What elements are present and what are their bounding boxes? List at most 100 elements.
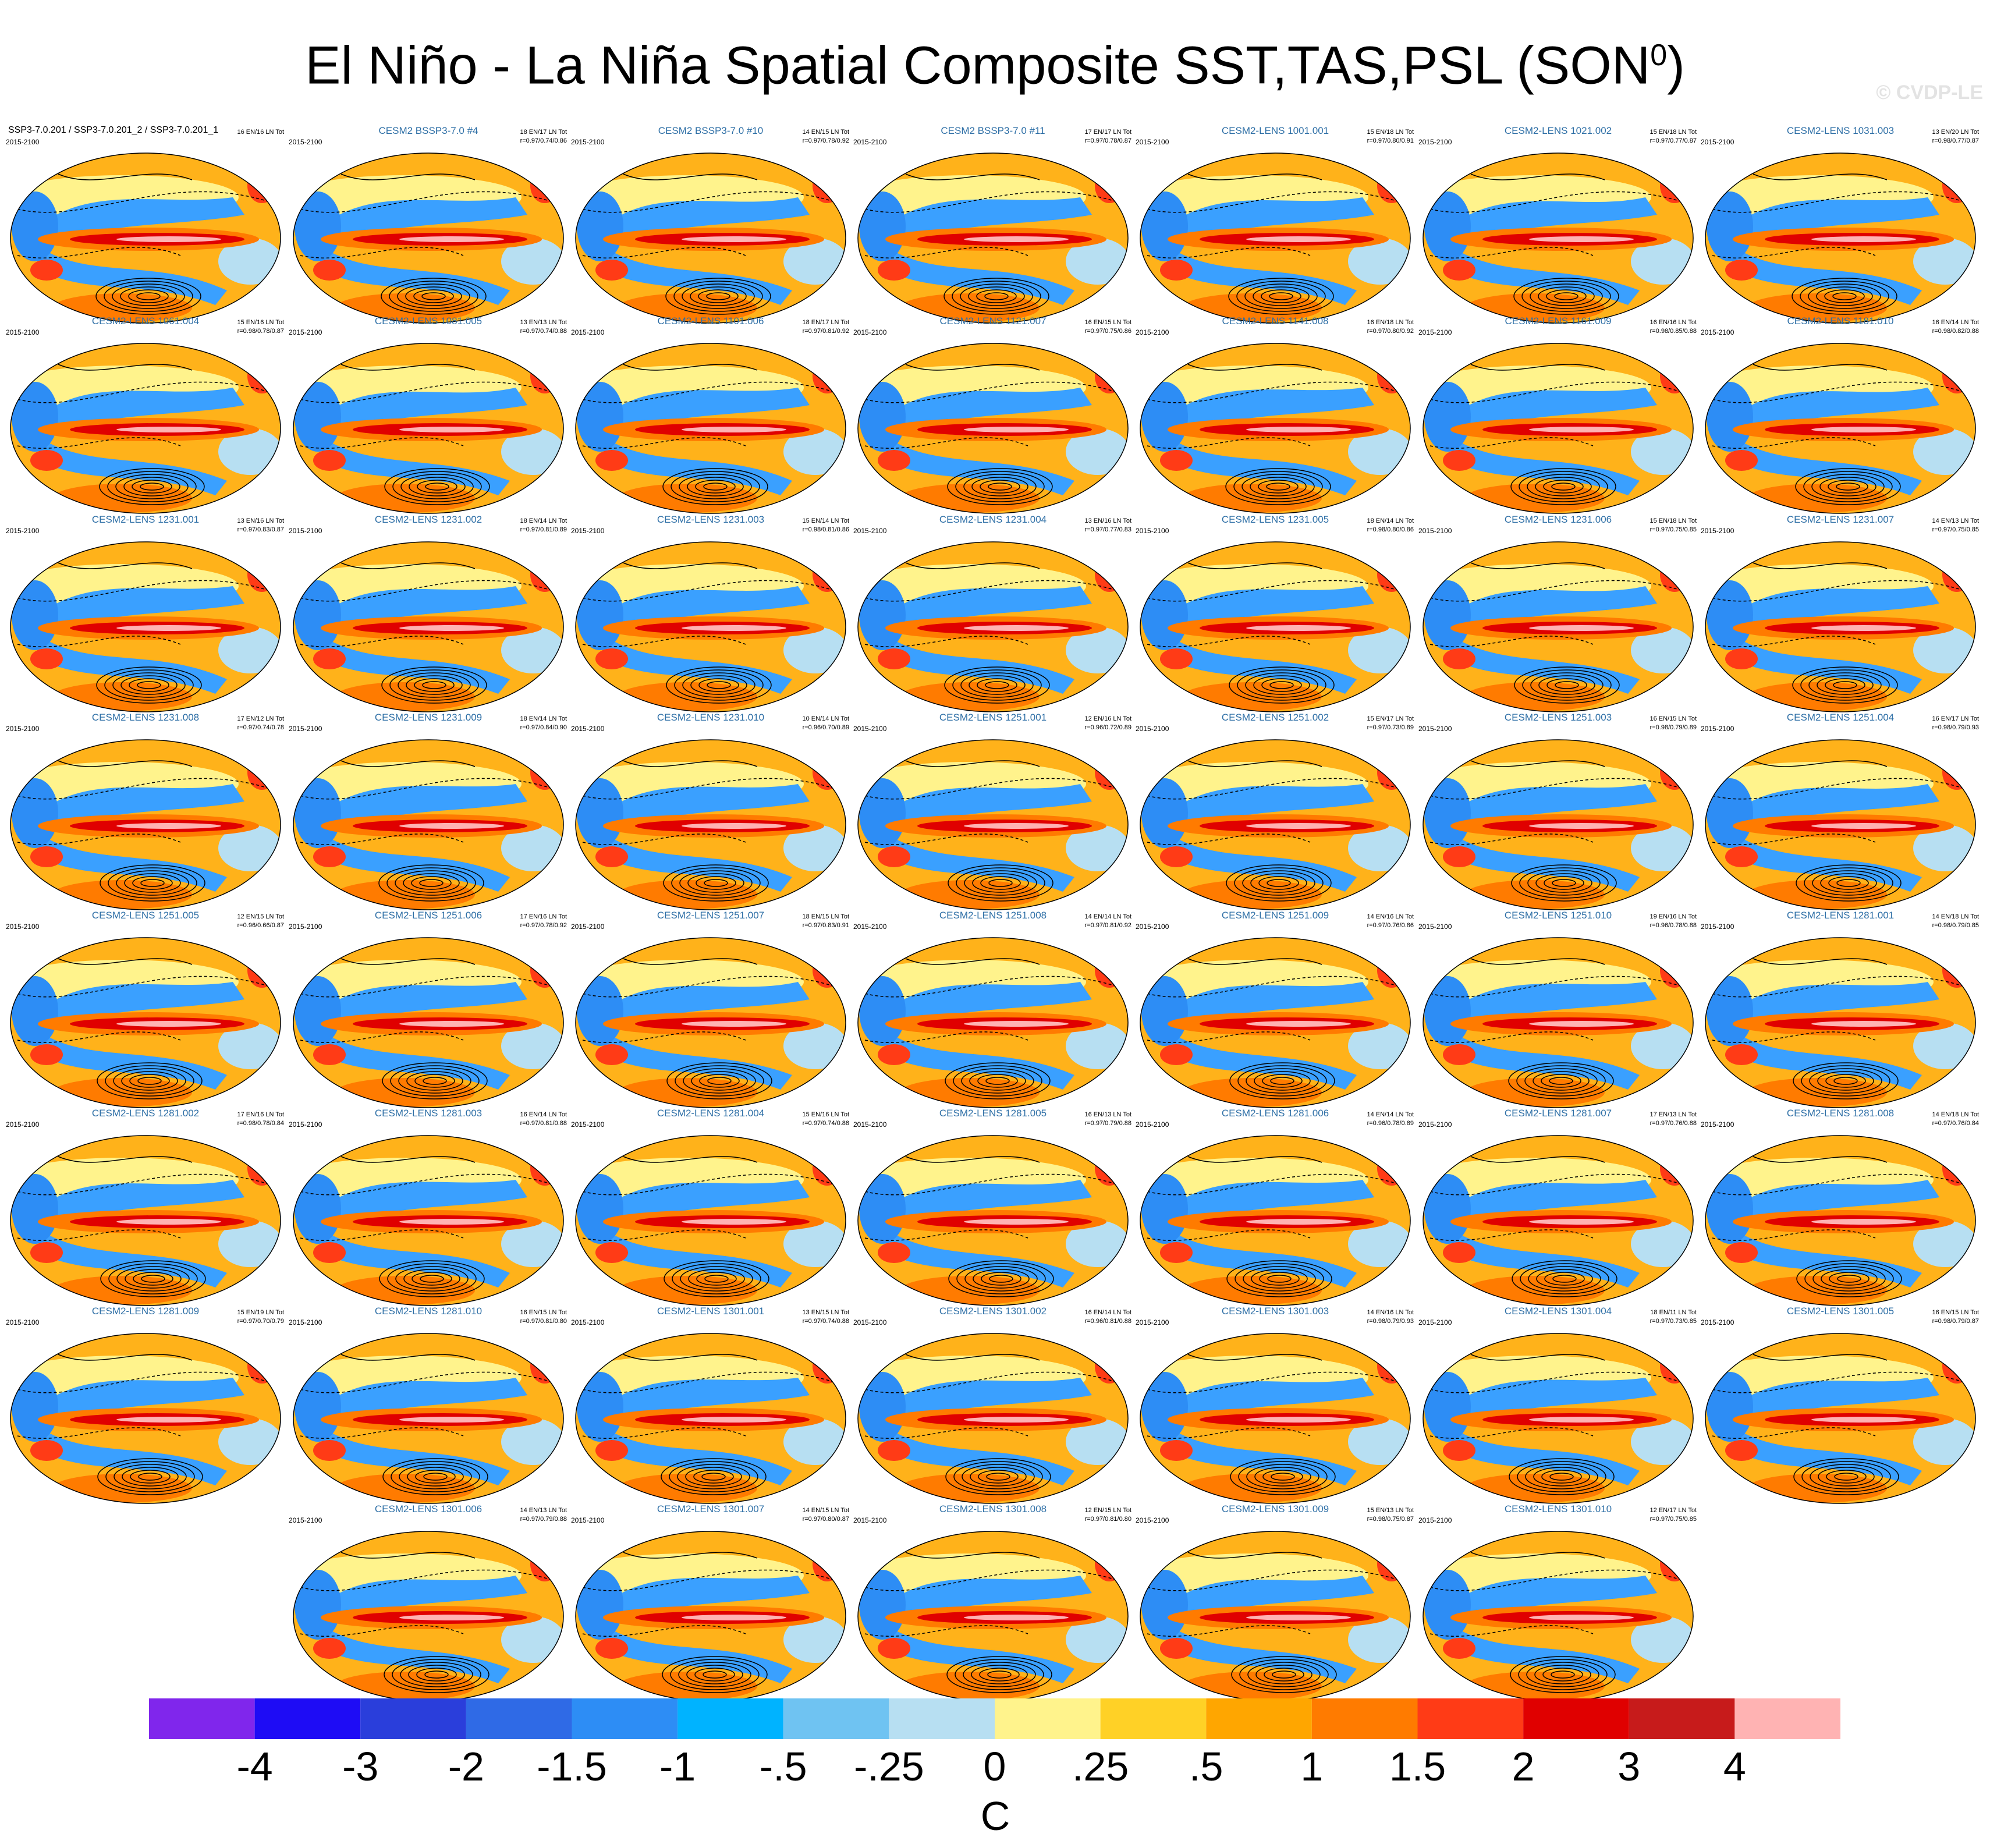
psl-contour-solid xyxy=(679,474,752,499)
psl-contour-solid xyxy=(703,483,728,491)
psl-contour-solid xyxy=(682,672,755,698)
colorbar-swatch xyxy=(783,1698,889,1739)
panel-title: CESM2-LENS 1251.005 xyxy=(91,910,200,921)
colorbar-tick-label: -.5 xyxy=(759,1744,807,1789)
psl-contour-dashed xyxy=(1147,1569,1404,1591)
southern-ocean-warm xyxy=(618,1078,757,1107)
atlantic-light-cold xyxy=(783,825,846,871)
atlantic-light-cold xyxy=(501,1418,563,1465)
north-cold-tongue xyxy=(894,1180,1092,1226)
maritime-continent-cold xyxy=(295,1372,341,1442)
composite-map xyxy=(10,343,281,514)
australia-warm-spot xyxy=(595,846,628,867)
psl-contour-solid xyxy=(1825,678,1865,692)
psl-contour-solid xyxy=(405,286,462,306)
panel-caption: CESM2-LENS 1301.005 2015-2100 16 EN/15 LN … xyxy=(1701,1306,1980,1331)
psl-contour-dashed xyxy=(1712,1031,1876,1043)
psl-contour-solid xyxy=(395,1266,469,1292)
atlantic-light-cold xyxy=(783,1616,846,1663)
psl-contour-solid xyxy=(989,1275,1013,1283)
psl-contour-solid xyxy=(1544,1272,1585,1286)
psl-contour-dashed xyxy=(1429,1427,1594,1439)
panel-event-counts: 12 EN/17 LN Tot xyxy=(1650,1507,1697,1514)
psl-contour-solid xyxy=(1551,1670,1575,1679)
panel-event-counts: 15 EN/18 LN Tot xyxy=(1650,517,1697,524)
southern-ocean-warm xyxy=(900,484,1040,513)
maritime-continent-cold xyxy=(859,976,906,1046)
panel-title: CESM2-LENS 1161.009 xyxy=(1505,315,1612,327)
southern-ocean-warm xyxy=(1465,682,1605,711)
south-cold-tongue xyxy=(885,1232,1074,1287)
panel-event-counts: 18 EN/17 LN Tot xyxy=(520,129,567,136)
psl-contour-solid xyxy=(964,870,1037,896)
psl-contour-dashed xyxy=(1712,580,1969,602)
map-panel: CESM2-LENS 1021.002 2015-2100 15 EN/18 LN … xyxy=(1418,125,1698,324)
psl-contour-solid xyxy=(100,864,205,902)
north-cold-tongue xyxy=(1176,1576,1374,1622)
panel-correlations: r=0.97/0.75/0.85 xyxy=(1650,1516,1697,1523)
psl-contour-solid xyxy=(696,1272,737,1286)
panel-correlations: r=0.97/0.76/0.86 xyxy=(1367,922,1414,929)
psl-contour-solid xyxy=(340,562,476,569)
psl-contour-solid xyxy=(1792,666,1898,704)
psl-contour-solid xyxy=(960,283,1033,309)
panel-caption: CESM2-LENS 1141.008 2015-2100 16 EN/18 LN … xyxy=(1136,315,1415,341)
psl-contour-solid xyxy=(1811,474,1885,499)
psl-contour-solid xyxy=(969,675,1026,695)
north-cold-tongue xyxy=(894,784,1092,831)
equatorial-peak-band xyxy=(682,625,786,631)
north-cold-tongue xyxy=(47,197,244,244)
psl-contour-solid xyxy=(140,483,164,491)
psl-contour-solid xyxy=(1825,1074,1866,1088)
equatorial-peak-band xyxy=(116,823,221,829)
australia-warm-spot xyxy=(878,1242,910,1263)
north-cold-tongue xyxy=(612,586,810,633)
psl-contour-solid xyxy=(984,292,1009,300)
psl-contour-solid xyxy=(1522,669,1612,701)
panel-event-counts: 13 EN/16 LN Tot xyxy=(237,517,284,524)
psl-contour-solid xyxy=(108,867,197,899)
psl-contour-solid xyxy=(129,1074,170,1088)
composite-map xyxy=(1705,1333,1976,1504)
colorbar xyxy=(149,1698,1840,1739)
panel-event-counts: 18 EN/14 LN Tot xyxy=(520,715,567,722)
panel-period: 2015-2100 xyxy=(571,527,605,535)
panel-period: 2015-2100 xyxy=(6,138,40,146)
psl-contour-solid xyxy=(340,760,476,767)
south-cold-tongue xyxy=(603,639,792,694)
south-cold-tongue xyxy=(1450,1430,1640,1485)
composite-map xyxy=(10,937,281,1108)
psl-contour-solid xyxy=(389,281,478,312)
north-cold-tongue xyxy=(612,982,810,1028)
maritime-continent-cold xyxy=(1141,778,1188,848)
south-cold-tongue xyxy=(1733,1034,1922,1090)
panel-title: CESM2-LENS 1251.006 xyxy=(374,910,483,921)
australia-warm-spot xyxy=(1725,1242,1758,1263)
australia-warm-spot xyxy=(1443,450,1475,471)
psl-contour-solid xyxy=(948,1260,1054,1297)
psl-contour-solid xyxy=(1538,286,1595,306)
psl-contour-solid xyxy=(422,681,446,689)
psl-contour-dashed xyxy=(17,437,181,449)
psl-contour-solid xyxy=(340,1354,476,1361)
composite-map xyxy=(1705,541,1976,712)
colorbar-swatch xyxy=(1734,1698,1840,1739)
psl-contour-solid xyxy=(1753,760,1888,767)
psl-contour-solid xyxy=(389,669,479,701)
panel-title: CESM2 BSSP3-7.0 #11 xyxy=(941,125,1045,136)
panel-caption: CESM2-LENS 1281.007 2015-2100 17 EN/13 LN … xyxy=(1418,1108,1698,1133)
psl-contour-solid xyxy=(1832,292,1857,300)
panel-title: CESM2-LENS 1231.010 xyxy=(657,712,765,723)
australia-warm-spot xyxy=(1443,648,1475,669)
maritime-continent-cold xyxy=(295,382,341,452)
psl-contour-solid xyxy=(963,1662,1036,1687)
map-panel: CESM2-LENS 1251.004 2015-2100 16 EN/17 LN … xyxy=(1701,712,1980,910)
colorbar-swatch xyxy=(677,1698,783,1739)
map-panel: CESM2-LENS 1281.007 2015-2100 17 EN/13 LN … xyxy=(1418,1108,1698,1306)
psl-contour-dashed xyxy=(1712,1371,1969,1393)
psl-contour-solid xyxy=(666,1062,772,1099)
map-panel: CESM2-LENS 1281.004 2015-2100 15 EN/16 LN … xyxy=(571,1108,850,1306)
psl-contour-solid xyxy=(105,1461,195,1492)
panel-correlations: r=0.98/0.79/0.93 xyxy=(1932,724,1979,731)
psl-contour-solid xyxy=(687,477,744,496)
